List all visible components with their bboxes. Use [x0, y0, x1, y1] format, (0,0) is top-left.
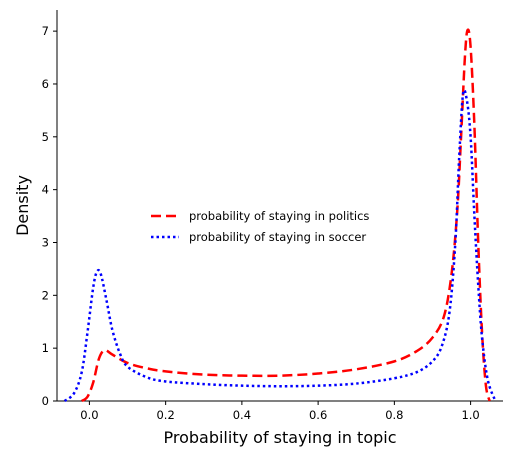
x-tick-label: 0.8: [385, 408, 403, 422]
y-tick-label: 6: [42, 77, 49, 91]
series-layer: [63, 28, 497, 403]
x-tick-label: 0.0: [80, 408, 98, 422]
x-axis-title: Probability of staying in topic: [163, 428, 396, 447]
y-tick-label: 7: [42, 24, 49, 38]
y-tick-label: 0: [42, 394, 49, 408]
x-tick-label: 0.2: [156, 408, 174, 422]
legend-label-soccer: probability of staying in soccer: [189, 230, 366, 244]
politics-density-line: [81, 28, 491, 403]
legend-label-politics: probability of staying in politics: [189, 209, 369, 223]
x-ticks: 0.0 0.2 0.4 0.6 0.8 1.0: [80, 401, 480, 422]
axes: [56, 10, 503, 402]
y-tick-label: 5: [42, 130, 49, 144]
x-tick-label: 0.6: [309, 408, 327, 422]
y-axis-title: Density: [13, 175, 32, 236]
legend: probability of staying in politics proba…: [151, 209, 369, 244]
y-tick-label: 2: [42, 288, 49, 302]
x-tick-label: 1.0: [461, 408, 479, 422]
x-tick-label: 0.4: [233, 408, 251, 422]
y-ticks: 0 1 2 3 4 5 6 7: [42, 24, 57, 408]
y-tick-label: 1: [42, 341, 49, 355]
soccer-density-line: [63, 88, 497, 403]
y-tick-label: 4: [42, 183, 49, 197]
y-tick-label: 3: [42, 235, 49, 249]
